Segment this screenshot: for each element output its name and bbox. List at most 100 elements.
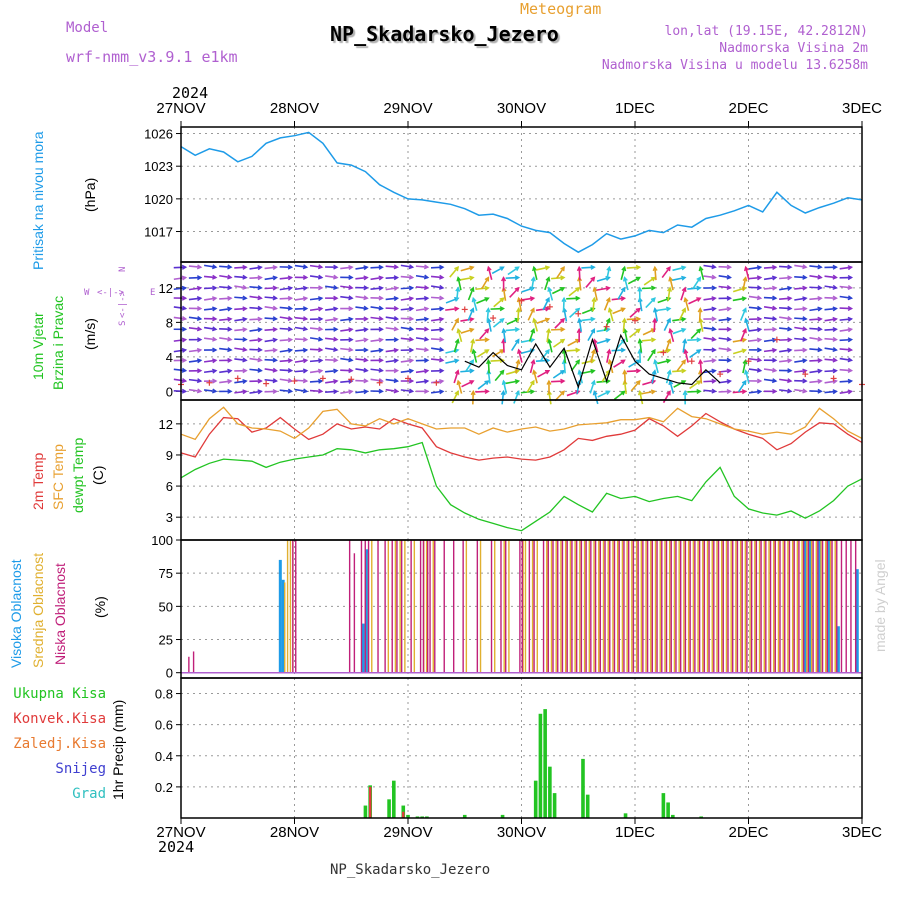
wind-barb xyxy=(839,338,852,342)
wind-barb-head xyxy=(517,348,522,355)
precip-total-bar xyxy=(406,814,410,818)
wind-barb-head xyxy=(423,326,430,332)
wind-barb-head xyxy=(817,368,823,374)
wind-barb xyxy=(520,297,534,301)
wind-barb-head xyxy=(561,296,567,303)
wind-barb xyxy=(325,390,338,393)
wind-barb-head xyxy=(560,326,566,332)
wind-barb xyxy=(370,276,383,281)
wind-barb-head xyxy=(469,307,475,313)
y-tick-label: 1026 xyxy=(144,127,173,142)
x-label-top: 1DEC xyxy=(615,100,655,117)
wind-barb-head xyxy=(197,337,203,343)
wind-barb xyxy=(654,360,659,374)
wind-barb xyxy=(173,378,186,382)
wind-barb-head xyxy=(257,367,263,373)
wind-barb-head xyxy=(500,389,506,396)
cloud-bar xyxy=(689,540,691,673)
wind-barb-head xyxy=(317,358,324,364)
wind-barb xyxy=(309,307,323,312)
wind-barb xyxy=(824,285,837,289)
wind-barb xyxy=(763,276,777,281)
cloud-bar xyxy=(419,540,422,673)
wind-barb xyxy=(355,328,368,332)
wind-barb-head xyxy=(484,349,490,354)
wind-barb-head xyxy=(817,378,823,384)
wind-barb-head xyxy=(544,306,551,312)
wind-barb-head xyxy=(211,264,218,270)
wind-barb-head xyxy=(378,316,384,322)
wind-barb-head xyxy=(620,359,626,365)
cloud-bar xyxy=(494,540,496,673)
wind-barb-head xyxy=(726,295,732,301)
cloud-bar xyxy=(476,540,479,673)
wind-barb xyxy=(415,274,428,279)
wind-barb xyxy=(520,338,534,343)
wind-barb-head xyxy=(591,348,596,355)
wind-barb-head xyxy=(847,316,854,322)
wind-barb xyxy=(527,308,535,321)
wind-barb-head xyxy=(653,358,659,365)
cloud-bar xyxy=(679,540,682,673)
wind-barb-head xyxy=(393,305,400,311)
wind-barb xyxy=(718,285,731,289)
wind-barb xyxy=(279,327,292,331)
cloud-bar xyxy=(802,540,805,673)
wind-barb-head xyxy=(423,274,430,280)
wind-barb xyxy=(763,349,777,353)
cloud-bar xyxy=(697,540,699,673)
wind-barb-head xyxy=(591,296,597,303)
wind-barb xyxy=(703,275,716,279)
wind-barb xyxy=(460,276,474,281)
precip-total-bar xyxy=(363,805,368,818)
wind-barb-head xyxy=(832,336,838,342)
wind-barb xyxy=(641,390,655,395)
wind-barb xyxy=(748,368,761,372)
wind-barb xyxy=(309,348,322,351)
cloud-bar xyxy=(840,540,843,673)
wind-barb-head xyxy=(771,285,778,291)
x-label-bottom: 30NOV xyxy=(497,824,546,841)
wind-barb-head xyxy=(363,357,369,363)
wind-barb xyxy=(585,277,595,288)
wind-barb-head xyxy=(439,389,445,395)
wind-barb xyxy=(794,276,807,279)
wind-barb xyxy=(794,287,807,290)
wind-barb-head xyxy=(787,337,793,343)
cloud-bar xyxy=(536,540,538,673)
wind-barb xyxy=(173,368,186,372)
cloud-bar xyxy=(820,540,822,673)
wind-barb xyxy=(638,349,642,363)
wind-barb xyxy=(638,391,644,405)
wind-barb-head xyxy=(363,389,369,395)
wind-barb-head xyxy=(484,388,490,395)
wind-barb-head xyxy=(287,337,294,343)
wind-barb-head xyxy=(577,369,583,375)
wind-barb xyxy=(779,297,792,301)
cloud-bar xyxy=(585,540,587,673)
cloud-bar xyxy=(479,540,482,673)
wind-barb-head xyxy=(287,347,294,353)
wind-barb-head xyxy=(756,305,763,311)
wind-barb xyxy=(234,380,247,384)
precip-total-bar xyxy=(538,713,543,818)
wind-barb-head xyxy=(439,295,445,301)
wind-barb-head xyxy=(532,369,538,375)
wind-barb-head xyxy=(333,368,339,374)
wind-barb xyxy=(740,328,747,342)
year-top: 2024 xyxy=(172,84,209,102)
wind-barb xyxy=(309,327,323,331)
wind-barb xyxy=(385,276,398,280)
wind-barb-head xyxy=(393,285,400,291)
wind-barb-head xyxy=(196,388,203,394)
wind-barb xyxy=(627,276,641,285)
wind-barb-head xyxy=(408,368,415,374)
wind-barb-head xyxy=(363,295,369,301)
wind-barb xyxy=(309,264,323,268)
cloud-bar xyxy=(779,540,781,673)
wind-barb-head xyxy=(348,274,354,280)
x-label-bottom: 28NOV xyxy=(270,824,319,841)
wind-barb-head xyxy=(607,358,613,365)
wind-barb xyxy=(340,347,353,351)
